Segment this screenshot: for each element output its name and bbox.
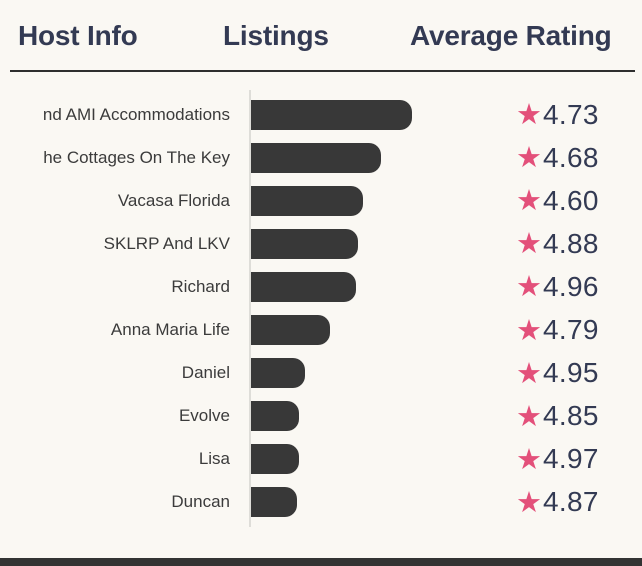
host-label: Evolve: [178, 406, 230, 426]
star-icon: ★: [516, 398, 542, 433]
table-row: Daniel ★ 4.95: [0, 352, 642, 395]
rating-value: 4.85: [543, 400, 599, 432]
star-icon: ★: [516, 183, 542, 218]
star-icon: ★: [516, 484, 542, 519]
table-row: Richard ★ 4.96: [0, 265, 642, 308]
star-icon: ★: [516, 97, 542, 132]
rating-cell: ★ 4.68: [516, 142, 599, 174]
y-axis-line: [249, 90, 251, 527]
table-row: Anna Maria Life ★ 4.79: [0, 308, 642, 351]
host-label: Richard: [171, 276, 230, 296]
listings-bar[interactable]: [251, 401, 299, 432]
listings-bar[interactable]: [251, 228, 358, 259]
table-row: nd AMI Accommodations ★ 4.73: [0, 93, 642, 136]
host-label: Daniel: [181, 363, 230, 383]
host-label: nd AMI Accommodations: [42, 104, 230, 124]
rating-value: 4.73: [543, 98, 599, 130]
bottom-bar: [0, 558, 642, 566]
star-icon: ★: [516, 226, 542, 261]
rating-value: 4.96: [543, 270, 599, 302]
table-row: SKLRP And LKV ★ 4.88: [0, 222, 642, 265]
rating-value: 4.68: [543, 141, 599, 173]
host-label: Duncan: [171, 492, 230, 512]
rating-value: 4.60: [543, 184, 599, 216]
table-row: Vacasa Florida ★ 4.60: [0, 179, 642, 222]
rating-cell: ★ 4.87: [516, 486, 599, 518]
host-label: Anna Maria Life: [110, 320, 230, 340]
rating-cell: ★ 4.95: [516, 357, 599, 389]
rating-cell: ★ 4.96: [516, 271, 599, 303]
rating-value: 4.88: [543, 227, 599, 259]
star-icon: ★: [516, 269, 542, 304]
header-underline: [10, 70, 635, 72]
listings-bar[interactable]: [251, 487, 297, 518]
star-icon: ★: [516, 140, 542, 175]
listings-bar[interactable]: [251, 444, 299, 475]
host-label: he Cottages On The Key: [43, 147, 230, 167]
rating-cell: ★ 4.79: [516, 314, 599, 346]
table-row: he Cottages On The Key ★ 4.68: [0, 136, 642, 179]
table-row: Lisa ★ 4.97: [0, 438, 642, 481]
table-row: Duncan ★ 4.87: [0, 481, 642, 524]
rating-value: 4.95: [543, 357, 599, 389]
star-icon: ★: [516, 355, 542, 390]
host-label: Lisa: [198, 449, 230, 469]
rating-cell: ★ 4.60: [516, 185, 599, 217]
rating-cell: ★ 4.97: [516, 443, 599, 475]
rating-cell: ★ 4.88: [516, 228, 599, 260]
listings-bar[interactable]: [251, 358, 305, 389]
listings-bar[interactable]: [251, 315, 330, 346]
column-header-average-rating: Average Rating: [410, 20, 612, 51]
rating-cell: ★ 4.85: [516, 400, 599, 432]
rating-cell: ★ 4.73: [516, 99, 599, 131]
listings-bar[interactable]: [251, 99, 412, 130]
star-icon: ★: [516, 441, 542, 476]
rating-value: 4.97: [543, 443, 599, 475]
star-icon: ★: [516, 312, 542, 347]
listings-bar[interactable]: [251, 142, 381, 173]
rating-value: 4.79: [543, 314, 599, 346]
host-label: SKLRP And LKV: [103, 233, 230, 253]
column-header-listings: Listings: [223, 20, 329, 51]
listings-bar[interactable]: [251, 185, 363, 216]
listings-bar[interactable]: [251, 271, 356, 302]
host-label: Vacasa Florida: [117, 190, 230, 210]
column-header-host-info: Host Info: [18, 20, 138, 51]
rating-value: 4.87: [543, 486, 599, 518]
chart-rows: nd AMI Accommodations ★ 4.73 he Cottages…: [0, 93, 642, 524]
table-row: Evolve ★ 4.85: [0, 395, 642, 438]
